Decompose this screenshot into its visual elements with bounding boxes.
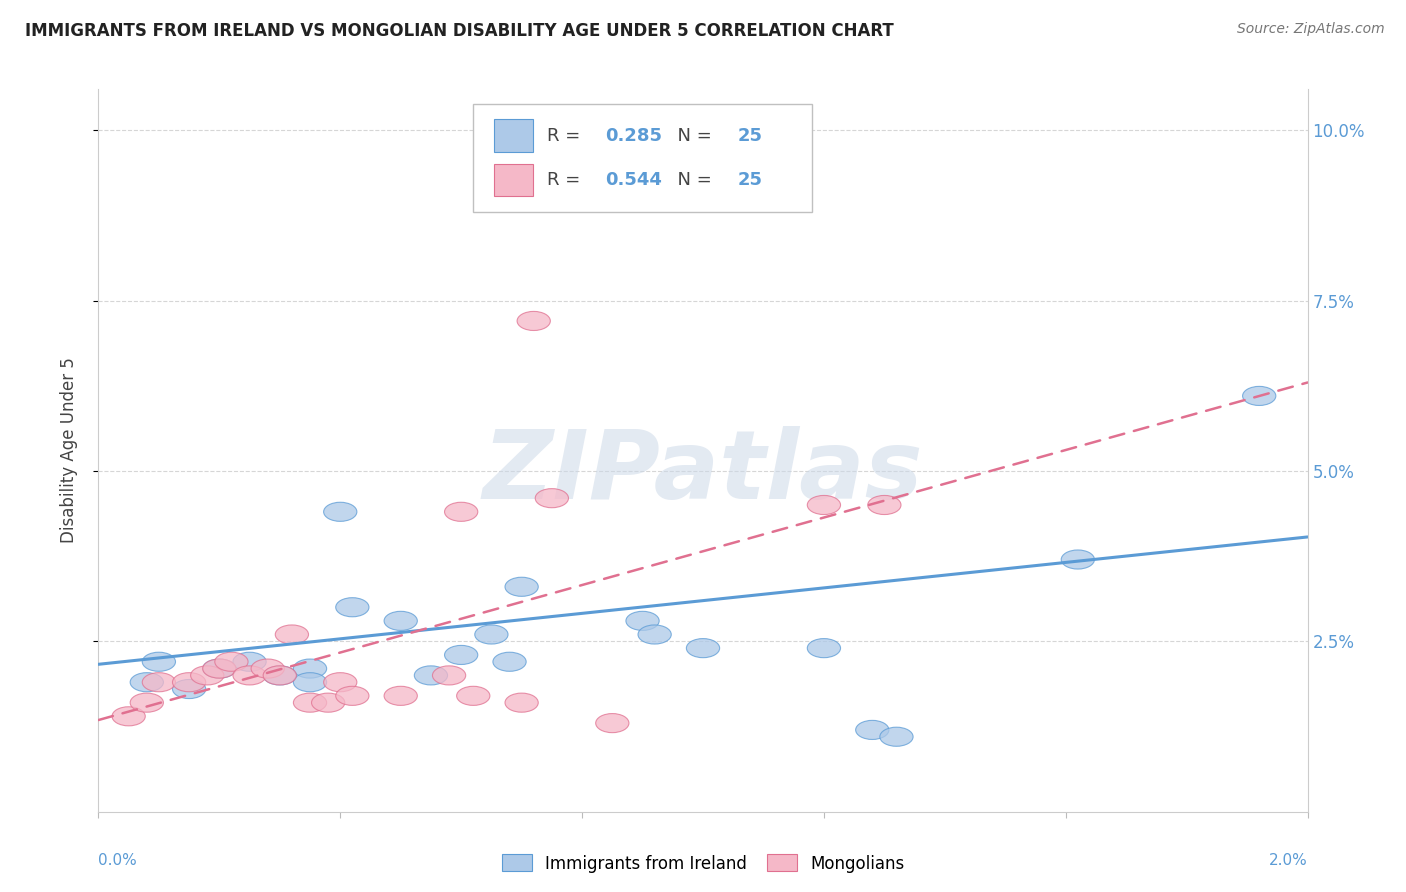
Text: 0.0%: 0.0%: [98, 853, 138, 868]
Ellipse shape: [444, 646, 478, 665]
Ellipse shape: [336, 686, 368, 706]
Ellipse shape: [868, 495, 901, 515]
Ellipse shape: [294, 693, 326, 712]
Ellipse shape: [433, 665, 465, 685]
Text: N =: N =: [665, 127, 717, 145]
Ellipse shape: [517, 189, 550, 208]
Ellipse shape: [131, 673, 163, 692]
Ellipse shape: [880, 727, 912, 747]
Text: R =: R =: [547, 171, 586, 189]
Ellipse shape: [202, 659, 236, 678]
Ellipse shape: [807, 495, 841, 515]
Ellipse shape: [415, 665, 447, 685]
Text: N =: N =: [665, 171, 717, 189]
Text: 0.285: 0.285: [605, 127, 662, 145]
Ellipse shape: [596, 714, 628, 732]
FancyBboxPatch shape: [494, 120, 533, 152]
Ellipse shape: [807, 639, 841, 657]
Ellipse shape: [215, 652, 247, 672]
Ellipse shape: [312, 693, 344, 712]
Ellipse shape: [1062, 550, 1094, 569]
Ellipse shape: [494, 652, 526, 672]
Text: 25: 25: [738, 127, 763, 145]
Ellipse shape: [536, 489, 568, 508]
Ellipse shape: [142, 673, 176, 692]
Ellipse shape: [173, 673, 205, 692]
Ellipse shape: [384, 686, 418, 706]
Ellipse shape: [233, 652, 266, 672]
Text: 0.544: 0.544: [605, 171, 662, 189]
Ellipse shape: [276, 625, 308, 644]
Ellipse shape: [294, 659, 326, 678]
Ellipse shape: [294, 673, 326, 692]
Ellipse shape: [505, 693, 538, 712]
Ellipse shape: [263, 665, 297, 685]
Ellipse shape: [191, 665, 224, 685]
Ellipse shape: [142, 652, 176, 672]
Ellipse shape: [323, 502, 357, 521]
Ellipse shape: [444, 502, 478, 521]
Ellipse shape: [112, 706, 145, 726]
Ellipse shape: [263, 665, 297, 685]
Ellipse shape: [505, 577, 538, 597]
Ellipse shape: [233, 665, 266, 685]
Ellipse shape: [856, 721, 889, 739]
Ellipse shape: [336, 598, 368, 616]
Legend: Immigrants from Ireland, Mongolians: Immigrants from Ireland, Mongolians: [495, 847, 911, 880]
Text: Source: ZipAtlas.com: Source: ZipAtlas.com: [1237, 22, 1385, 37]
Ellipse shape: [202, 659, 236, 678]
Ellipse shape: [686, 639, 720, 657]
Text: IMMIGRANTS FROM IRELAND VS MONGOLIAN DISABILITY AGE UNDER 5 CORRELATION CHART: IMMIGRANTS FROM IRELAND VS MONGOLIAN DIS…: [25, 22, 894, 40]
Ellipse shape: [131, 693, 163, 712]
Ellipse shape: [626, 611, 659, 631]
Y-axis label: Disability Age Under 5: Disability Age Under 5: [59, 358, 77, 543]
Ellipse shape: [517, 311, 550, 331]
Ellipse shape: [173, 680, 205, 698]
Ellipse shape: [252, 659, 284, 678]
FancyBboxPatch shape: [494, 164, 533, 196]
Ellipse shape: [323, 673, 357, 692]
FancyBboxPatch shape: [474, 103, 811, 212]
Text: R =: R =: [547, 127, 586, 145]
Text: ZIPatlas: ZIPatlas: [482, 425, 924, 518]
Ellipse shape: [384, 611, 418, 631]
Text: 25: 25: [738, 171, 763, 189]
Ellipse shape: [1243, 386, 1275, 406]
Text: 2.0%: 2.0%: [1268, 853, 1308, 868]
Ellipse shape: [638, 625, 671, 644]
Ellipse shape: [457, 686, 489, 706]
Ellipse shape: [475, 625, 508, 644]
